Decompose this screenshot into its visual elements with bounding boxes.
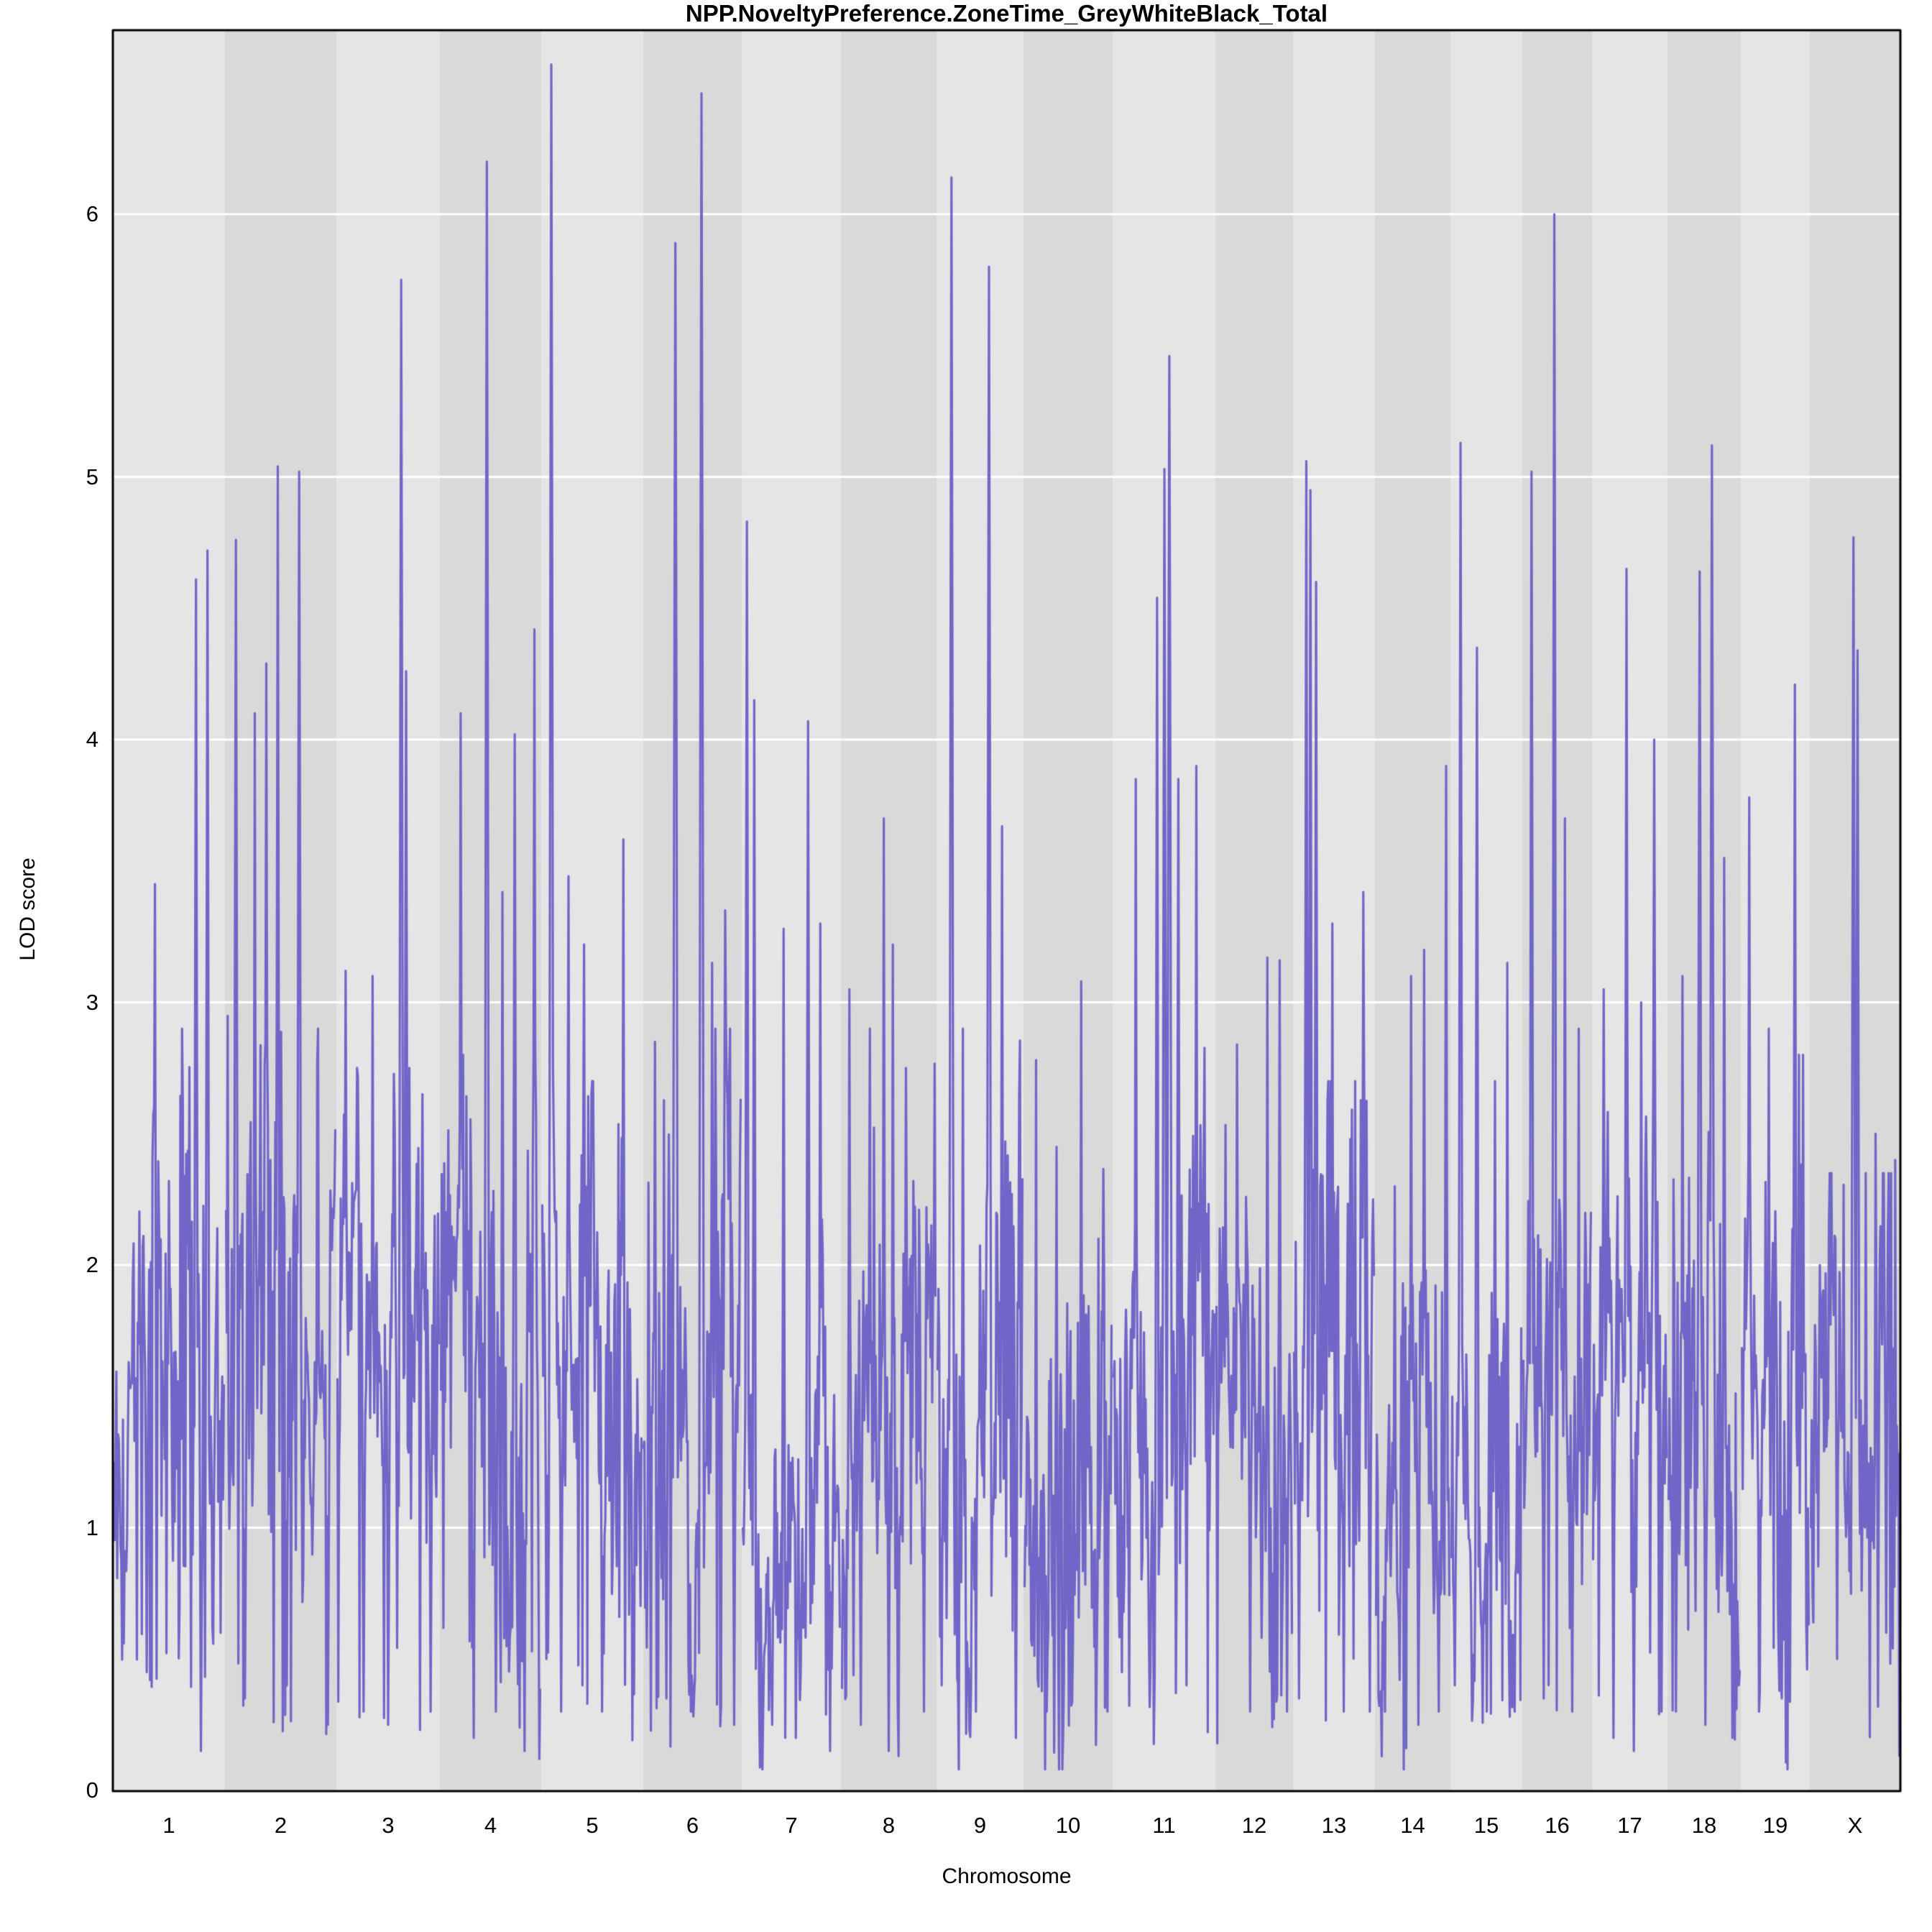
- x-tick-label: 10: [1055, 1813, 1081, 1838]
- x-tick-label: 8: [882, 1813, 896, 1838]
- x-tick-label: 19: [1762, 1813, 1788, 1838]
- x-tick-label: 7: [785, 1813, 798, 1838]
- y-tick-label: 6: [86, 201, 98, 226]
- x-tick-label: 5: [586, 1813, 599, 1838]
- x-tick-label: 12: [1241, 1813, 1267, 1838]
- y-tick-label: 3: [86, 989, 98, 1015]
- x-tick-label: 15: [1473, 1813, 1499, 1838]
- x-tick-label: 14: [1400, 1813, 1425, 1838]
- y-tick-label: 5: [86, 464, 98, 489]
- x-tick-label: 3: [382, 1813, 395, 1838]
- x-tick-label: 1: [162, 1813, 175, 1838]
- y-tick-label: 1: [86, 1514, 98, 1540]
- y-axis-title: LOD score: [16, 857, 40, 961]
- x-tick-label: 17: [1617, 1813, 1642, 1838]
- x-tick-label: 18: [1691, 1813, 1717, 1838]
- x-axis-title: Chromosome: [942, 1864, 1072, 1888]
- x-tick-label: X: [1847, 1813, 1863, 1838]
- x-tick-label: 2: [274, 1813, 288, 1838]
- x-tick-label: 9: [973, 1813, 987, 1838]
- y-tick-label: 2: [86, 1252, 98, 1277]
- x-tick-label: 13: [1321, 1813, 1347, 1838]
- x-tick-label: 16: [1545, 1813, 1570, 1838]
- x-tick-label: 11: [1152, 1813, 1176, 1838]
- y-tick-label: 4: [86, 727, 98, 752]
- y-tick-label: 0: [86, 1777, 98, 1803]
- x-tick-label: 4: [484, 1813, 497, 1838]
- chart-title: NPP.NoveltyPreference.ZoneTime_GreyWhite…: [685, 0, 1328, 27]
- x-tick-label: 6: [686, 1813, 699, 1838]
